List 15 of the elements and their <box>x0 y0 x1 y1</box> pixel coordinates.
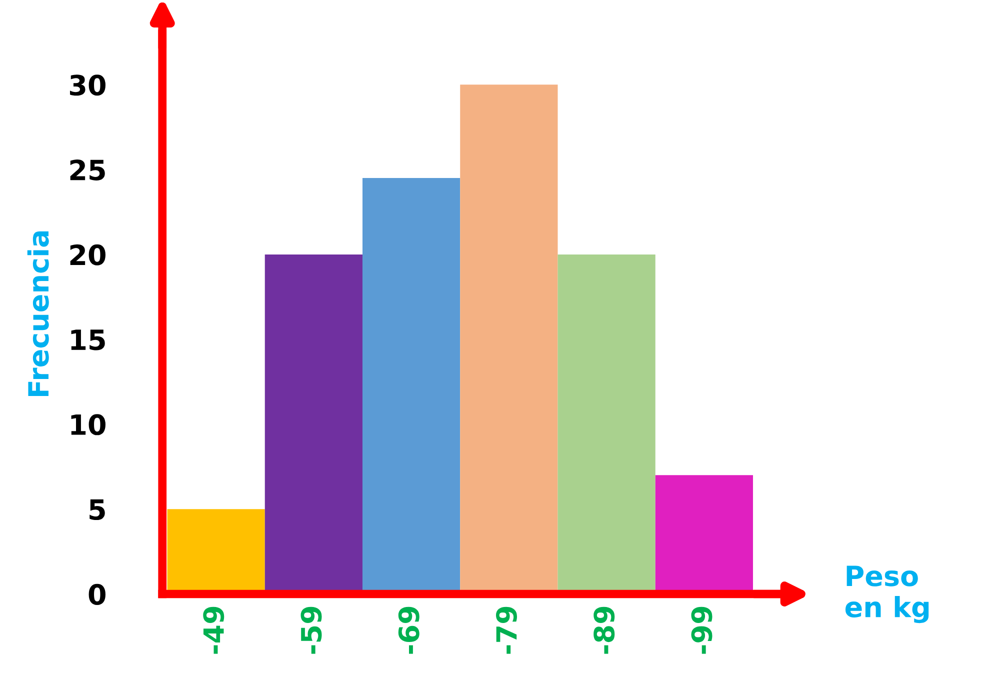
y-axis-title: Frecuencia <box>27 231 49 396</box>
y-tick-label: 30 <box>70 74 106 96</box>
y-tick-label: 5 <box>90 499 105 520</box>
x-tick-label: -89 <box>594 606 615 654</box>
x-axis-title: Peso en kg <box>845 566 929 624</box>
x-tick-label: -79 <box>496 606 517 654</box>
y-tick-label: 10 <box>71 414 106 436</box>
x-tick-label: -59 <box>300 606 322 654</box>
x-tick-label: -69 <box>398 606 420 654</box>
y-tick-label: 0 <box>88 584 106 605</box>
y-tick-label: 15 <box>71 330 105 350</box>
y-tick-label: 25 <box>70 160 105 181</box>
y-tick-label: 20 <box>70 244 106 266</box>
x-tick-label: -99 <box>691 606 712 654</box>
x-tick-label: -49 <box>203 606 224 654</box>
